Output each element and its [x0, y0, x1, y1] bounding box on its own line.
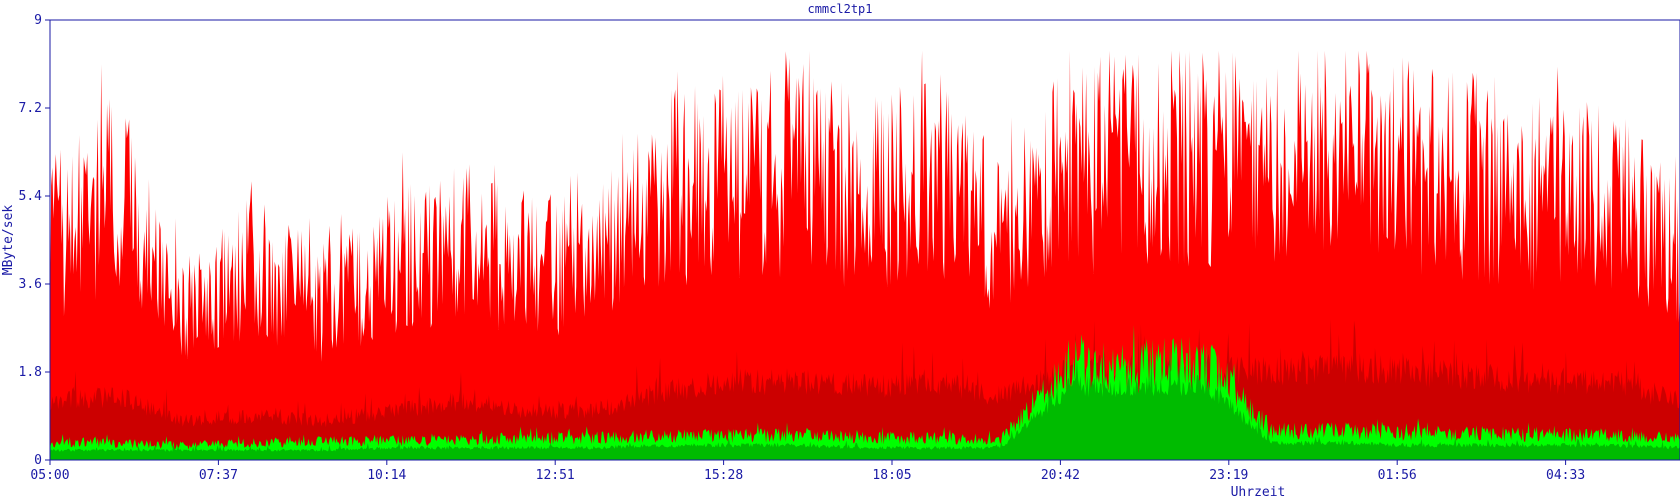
series-red-peak	[50, 50, 1680, 461]
y-axis-label: MByte/sek	[1, 205, 16, 276]
series-green-average	[50, 345, 1680, 460]
x-tick-label: 01:56	[1378, 468, 1417, 483]
x-tick-label: 20:42	[1041, 468, 1080, 483]
x-tick-label: 10:14	[367, 468, 406, 483]
y-tick-label: 7.2	[19, 101, 42, 116]
series-layer	[50, 50, 1680, 461]
x-tick-label: 05:00	[30, 468, 69, 483]
y-tick-label: 5.4	[19, 189, 43, 204]
y-tick-label: 3.6	[19, 277, 42, 292]
y-axis: 0 1.8 3.6 5.4 7.2 9	[19, 13, 50, 468]
plot-frame	[49, 19, 1680, 461]
y-tick-label: 1.8	[19, 365, 42, 380]
chart-title: cmmcl2tp1	[807, 2, 872, 16]
x-tick-label: 23:19	[1209, 468, 1248, 483]
series-red-average	[50, 318, 1680, 460]
y-tick-label: 0	[34, 453, 42, 468]
x-axis-label: Uhrzeit	[1231, 485, 1286, 500]
x-tick-label: 07:37	[199, 468, 238, 483]
x-tick-label: 15:28	[704, 468, 743, 483]
x-axis: 05:00 07:37 10:14 12:51 15:28 18:05 20:42 23:19…	[30, 460, 1585, 483]
x-tick-label: 04:33	[1546, 468, 1585, 483]
x-tick-label: 18:05	[872, 468, 911, 483]
y-tick-label: 9	[34, 13, 42, 28]
x-tick-label: 12:51	[536, 468, 575, 483]
